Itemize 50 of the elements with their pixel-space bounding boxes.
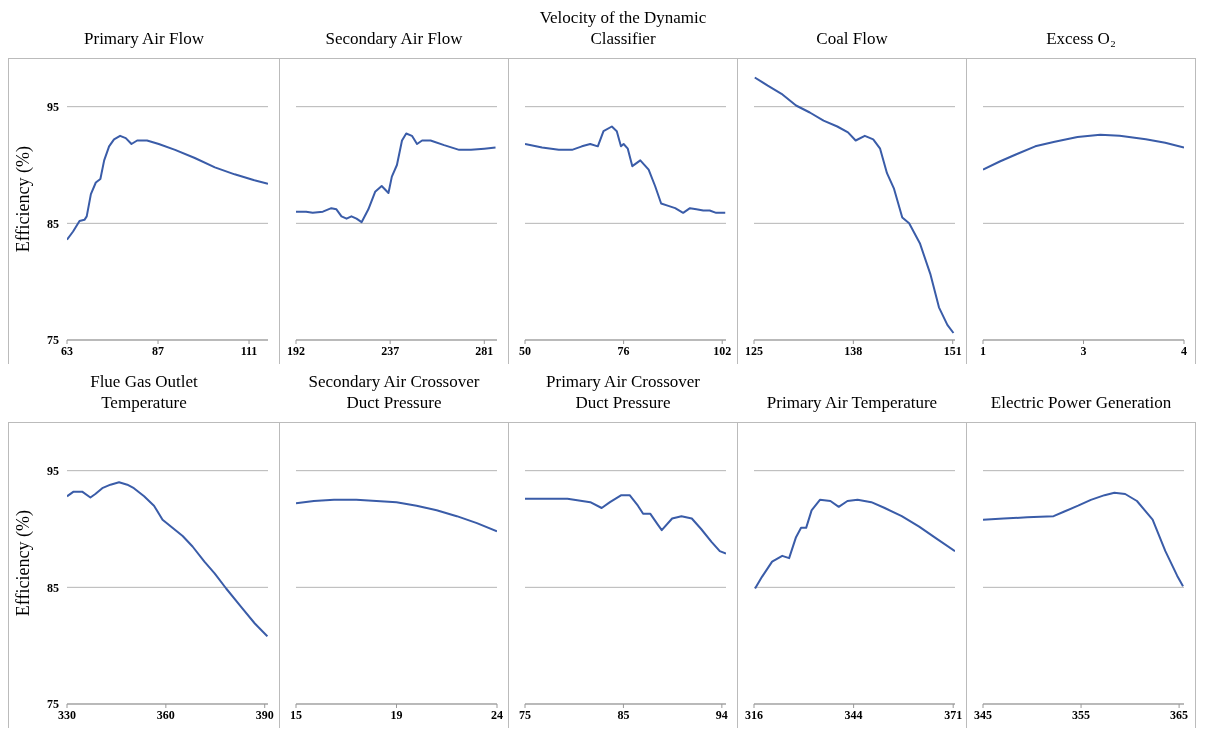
x-tick-label: 345 (974, 707, 992, 722)
chart-title: Electric Power Generation (989, 392, 1173, 413)
x-tick-label: 360 (156, 707, 175, 722)
y-axis-title: Efficiency (%) (12, 146, 34, 253)
x-tick-label: 1 (980, 343, 986, 358)
x-tick-label: 138 (844, 343, 863, 358)
y-tick-label: 95 (47, 463, 59, 478)
x-tick-label: 371 (944, 707, 963, 722)
x-tick-label: 15 (290, 707, 302, 722)
x-tick-label: 330 (58, 707, 76, 722)
x-tick-label: 24 (491, 707, 503, 722)
y-tick-label: 85 (47, 580, 59, 595)
y-tick-label: 75 (47, 333, 59, 348)
x-tick-label: 4 (1181, 343, 1187, 358)
chart-title: Primary Air Temperature (765, 392, 939, 413)
y-axis-title: Efficiency (%) (12, 510, 34, 617)
x-tick-label: 111 (240, 343, 258, 358)
x-tick-label: 151 (943, 343, 962, 358)
x-tick-label: 344 (844, 707, 863, 722)
y-tick-label: 75 (47, 697, 59, 712)
x-tick-label: 365 (1170, 707, 1189, 722)
x-tick-label: 316 (745, 707, 763, 722)
x-tick-label: 19 (390, 707, 403, 722)
x-tick-label: 355 (1072, 707, 1091, 722)
chart-title: Coal Flow (815, 28, 889, 49)
chart-title: Velocity of the Dynamic Classifier (538, 7, 708, 49)
chart-title: Excess O₂ (1045, 28, 1117, 49)
x-tick-label: 87 (152, 343, 165, 358)
x-tick-label: 85 (617, 707, 630, 722)
x-tick-label: 50 (519, 343, 531, 358)
chart-title: Primary Air Flow (83, 28, 205, 49)
x-tick-label: 281 (475, 343, 494, 358)
x-tick-label: 192 (287, 343, 305, 358)
x-tick-label: 102 (713, 343, 732, 358)
x-tick-label: 3 (1080, 343, 1087, 358)
x-tick-label: 63 (61, 343, 73, 358)
x-tick-label: 237 (381, 343, 400, 358)
y-tick-label: 95 (47, 99, 59, 114)
chart-title: Secondary Air Flow (324, 28, 464, 49)
chart-title: Secondary Air Crossover Duct Pressure (307, 371, 481, 413)
x-tick-label: 125 (745, 343, 763, 358)
x-tick-label: 94 (715, 707, 728, 722)
y-tick-label: 85 (47, 216, 59, 231)
x-tick-label: 390 (255, 707, 274, 722)
x-tick-label: 75 (519, 707, 531, 722)
line-series (67, 481, 268, 638)
x-tick-label: 76 (617, 343, 630, 358)
line-series (67, 134, 268, 241)
chart-title: Primary Air Crossover Duct Pressure (545, 371, 701, 413)
chart-title: Flue Gas Outlet Temperature (89, 371, 199, 413)
